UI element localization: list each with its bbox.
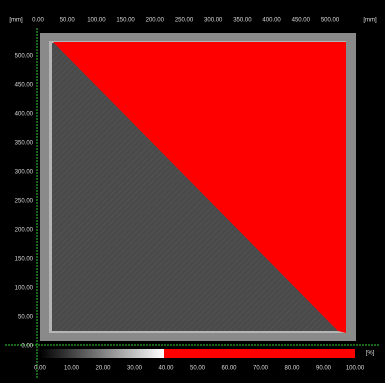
left-tick-label: 50.00 xyxy=(18,315,34,321)
colorbar-tick-label: 0.00 xyxy=(34,366,46,372)
top-tick-label: 50.00 xyxy=(60,18,76,24)
top-tick-label: 400.00 xyxy=(262,18,281,24)
left-tick-label: 300.00 xyxy=(15,170,34,176)
top-tick-label: 100.00 xyxy=(87,18,106,24)
viewer: [mm] [mm] [%] 0.00 50.00 100.00 150.00 200.0… xyxy=(0,0,385,383)
left-tick-label: 450.00 xyxy=(15,83,34,89)
colorbar-tick-label: 90.00 xyxy=(316,366,332,372)
colorbar-tick-label: 100.00 xyxy=(346,366,365,372)
left-tick-label: 400.00 xyxy=(15,112,34,118)
left-tick-label: 100.00 xyxy=(15,286,34,292)
top-tick-label: 500.00 xyxy=(321,18,340,24)
colorbar-gray xyxy=(40,349,164,358)
left-tick-label: 500.00 xyxy=(15,54,34,60)
left-tick-label: 150.00 xyxy=(15,257,34,263)
unit-label: [mm] xyxy=(363,18,377,24)
colorbar-tick-label: 60.00 xyxy=(221,366,237,372)
colorbar-tick-label: 80.00 xyxy=(284,366,300,372)
colorbar-tick-label: 70.00 xyxy=(253,366,269,372)
colorbar-tick-label: 10.00 xyxy=(64,366,80,372)
top-tick-label: 200.00 xyxy=(146,18,165,24)
left-tick-label: 350.00 xyxy=(15,141,34,147)
top-tick-label: 250.00 xyxy=(175,18,194,24)
top-tick-label: 300.00 xyxy=(204,18,223,24)
top-tick-label: 350.00 xyxy=(233,18,252,24)
unit-label: [%] xyxy=(366,351,375,357)
colorbar-tick-label: 50.00 xyxy=(190,366,206,372)
top-tick-label: 150.00 xyxy=(116,18,135,24)
colorbar-tick-label: 20.00 xyxy=(95,366,111,372)
top-tick-label: 450.00 xyxy=(292,18,311,24)
unit-label: [mm] xyxy=(9,18,23,24)
left-tick-label: 200.00 xyxy=(15,228,34,234)
left-tick-label: 0.00 xyxy=(21,344,33,350)
colorbar-tick-label: 30.00 xyxy=(127,366,143,372)
top-tick-label: 0.00 xyxy=(32,18,44,24)
colorbar-tick-label: 40.00 xyxy=(158,366,174,372)
colorbar-red xyxy=(164,349,355,358)
left-tick-label: 250.00 xyxy=(15,199,34,205)
